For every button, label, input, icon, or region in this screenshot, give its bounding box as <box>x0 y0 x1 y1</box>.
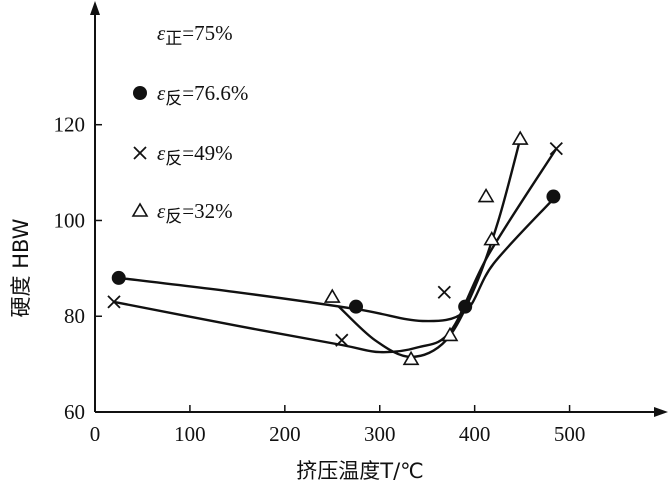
legend-entry-2: ε反=49% <box>133 141 233 169</box>
tick-labels: 0 100 200 300 400 500 60 80 100 120 <box>54 113 586 446</box>
x-axis-label: 挤压温度T/℃ <box>296 459 424 483</box>
legend-marker-1 <box>133 86 147 100</box>
x-axis-arrow <box>654 407 668 417</box>
series-1-point <box>349 299 364 314</box>
cross-stroke <box>335 333 349 347</box>
series-3-point <box>511 130 529 145</box>
data-markers <box>107 130 563 366</box>
legend-label-3: ε反=32% <box>157 199 233 227</box>
legend-entry-3: ε反=32% <box>131 199 233 227</box>
legend-label-1: ε反=76.6% <box>157 81 248 109</box>
legend-marker-3 <box>131 202 149 217</box>
x-tick-label: 0 <box>90 422 101 446</box>
fitted-curves <box>113 138 558 359</box>
series-2-point <box>437 285 451 299</box>
legend-label-0: ε正=75% <box>157 21 233 49</box>
series-3-point <box>483 231 501 246</box>
series-3-point <box>323 288 341 303</box>
series-1-curve <box>118 198 555 323</box>
y-axis-label: 硬度 HBW <box>9 218 33 317</box>
legend-entry-0: ε正=75% <box>157 21 233 49</box>
series-1-point <box>458 299 473 314</box>
series-2-point <box>107 295 121 309</box>
y-tick-label: 120 <box>54 113 86 137</box>
series-2-point <box>549 142 563 156</box>
y-tick-label: 80 <box>64 304 85 328</box>
cross-stroke <box>437 285 451 299</box>
cross-stroke <box>549 142 563 156</box>
series-1-point <box>546 189 561 204</box>
legend-label-2: ε反=49% <box>157 141 233 169</box>
cross-stroke <box>133 146 147 160</box>
series-2-curve <box>113 147 558 354</box>
x-tick-label: 300 <box>364 422 396 446</box>
x-tick-label: 500 <box>554 422 586 446</box>
legend: ε正=75% ε反=76.6% ε反=49% ε反=32% <box>131 21 248 227</box>
x-tick-label: 100 <box>174 422 206 446</box>
series-3-point <box>441 326 459 342</box>
legend-entry-1: ε反=76.6% <box>133 81 248 109</box>
cross-stroke <box>107 295 121 309</box>
legend-marker-2 <box>133 146 147 160</box>
x-tick-label: 400 <box>459 422 491 446</box>
y-tick-label: 100 <box>54 208 86 232</box>
y-axis-arrow <box>90 1 100 15</box>
series-3-point <box>402 350 420 366</box>
series-2-point <box>335 333 349 347</box>
y-tick-label: 60 <box>64 400 85 424</box>
x-tick-label: 200 <box>269 422 301 446</box>
series-3-point <box>477 187 495 203</box>
series-1-point <box>111 270 126 285</box>
